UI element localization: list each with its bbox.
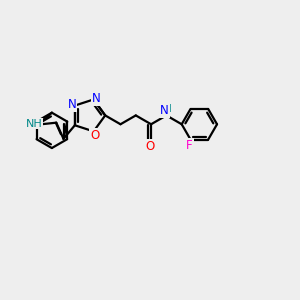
Text: H: H (164, 103, 172, 113)
Text: O: O (90, 129, 99, 142)
Text: N: N (92, 92, 101, 105)
Text: O: O (146, 140, 155, 153)
Text: N: N (160, 104, 169, 117)
Text: F: F (186, 139, 193, 152)
Text: N: N (68, 98, 76, 111)
Text: NH: NH (26, 118, 42, 128)
